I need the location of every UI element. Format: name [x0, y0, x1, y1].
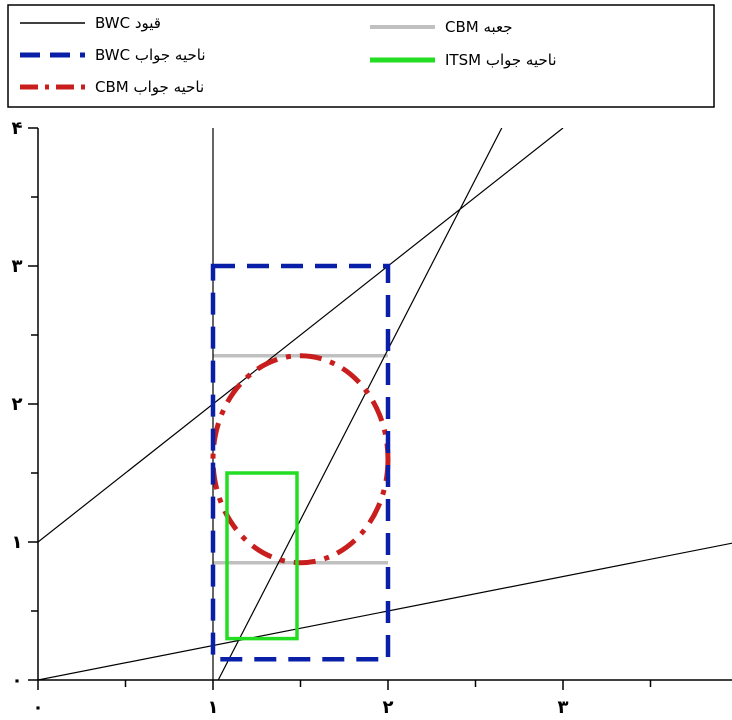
legend-label-itsm_region: ناحیه جواب ITSM: [445, 51, 557, 69]
x-tick-label: ۳: [558, 697, 569, 718]
x-tick-label: ۱: [208, 697, 219, 718]
constraints-line-1: [38, 128, 564, 543]
y-tick-label: ۱: [12, 532, 23, 553]
y-tick-label: ۳: [12, 256, 23, 277]
legend-box: [7, 4, 715, 108]
x-tick-label: ۰: [33, 697, 44, 718]
constraints-line-2: [217, 128, 503, 680]
y-tick-label: ۴: [12, 118, 23, 139]
legend-label-cbm_region: ناحیه جواب CBM: [95, 78, 204, 96]
y-tick-label: ۰: [12, 670, 23, 691]
plot-area: [38, 128, 732, 680]
plot-inner: [38, 128, 732, 680]
legend-label-constraints: قیود BWC: [95, 14, 161, 32]
legend-label-bwc_region: ناحیه جواب BWC: [95, 46, 206, 64]
itsm-region-rect: [225, 471, 299, 641]
axes: ۰ ۱ ۲ ۳ ۰ ۱ ۲ ۳ ۴: [12, 118, 732, 718]
bwc-region-rect: [210, 263, 391, 662]
legend: قیود BWC جعبه CBM ناحیه جواب BWC ناحیه جواب…: [7, 4, 715, 108]
legend-label-cbm_box: جعبه CBM: [445, 18, 513, 36]
x-tick-label: ۲: [383, 697, 394, 718]
cbm-region-ellipse: [210, 353, 391, 566]
y-tick-label: ۲: [12, 394, 23, 415]
